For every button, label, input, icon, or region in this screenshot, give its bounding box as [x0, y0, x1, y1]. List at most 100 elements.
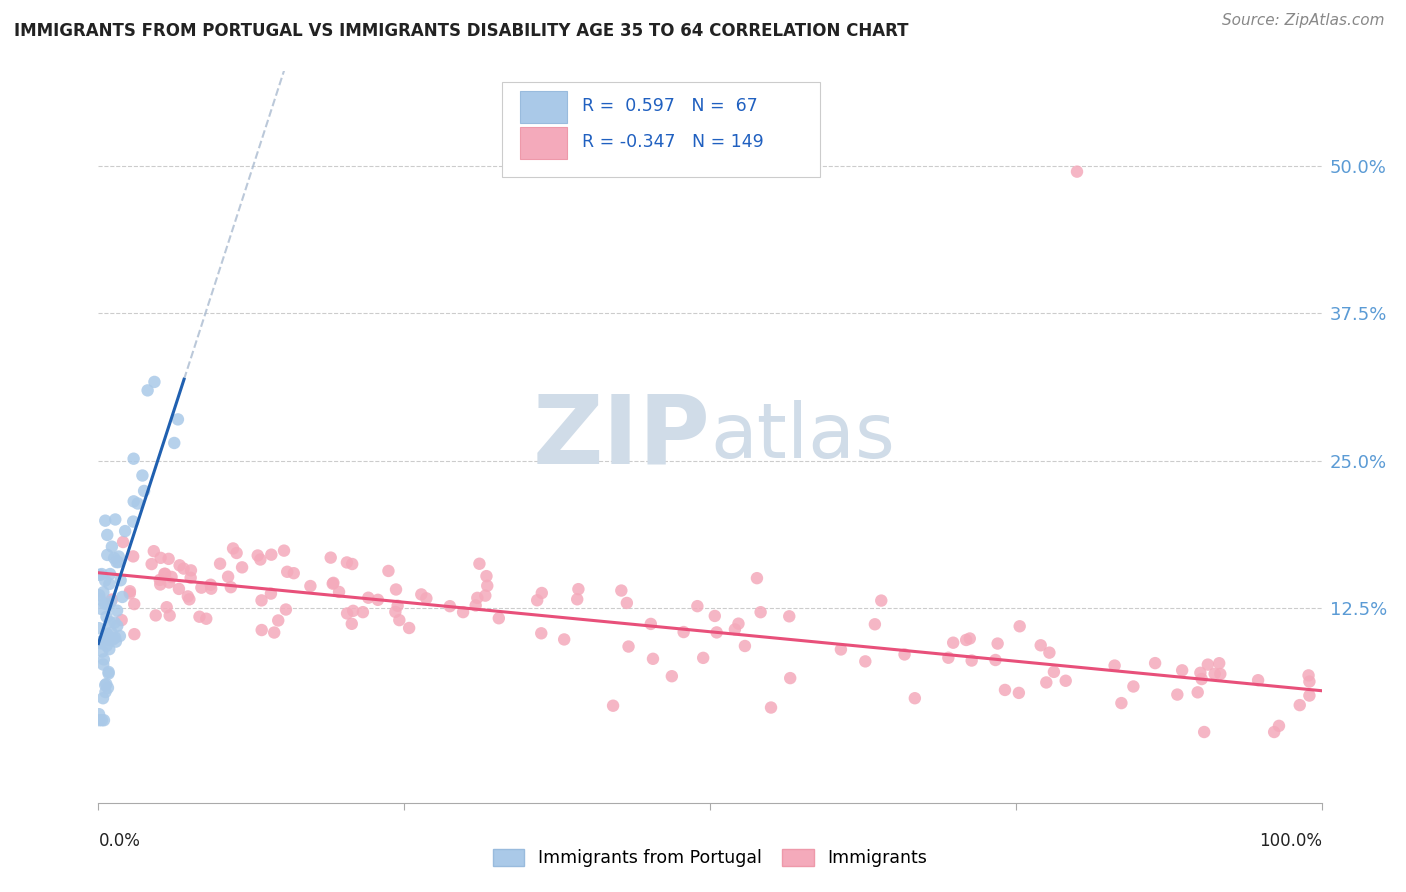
Point	[398, 621, 420, 635]
Point	[274, 602, 297, 616]
Point	[960, 654, 983, 668]
Point	[388, 613, 411, 627]
Point	[955, 632, 977, 647]
Point	[222, 541, 245, 556]
Point	[96, 528, 118, 542]
Point	[90, 602, 112, 616]
Point	[267, 614, 290, 628]
Point	[94, 514, 117, 528]
Point	[367, 592, 389, 607]
Point	[1054, 673, 1077, 688]
Point	[89, 636, 111, 650]
Point	[1268, 719, 1291, 733]
Point	[131, 468, 153, 483]
Point	[984, 653, 1007, 667]
Point	[567, 592, 589, 607]
Point	[987, 636, 1010, 650]
Point	[89, 592, 111, 607]
Point	[159, 608, 181, 623]
Point	[530, 626, 553, 640]
Point	[1171, 663, 1194, 677]
Text: 0.0%: 0.0%	[98, 832, 141, 850]
Point	[686, 599, 709, 614]
Point	[225, 546, 247, 560]
Point	[104, 615, 127, 630]
Point	[1029, 638, 1052, 652]
Point	[91, 713, 114, 727]
Point	[217, 570, 239, 584]
Point	[672, 625, 695, 640]
Point	[157, 575, 180, 590]
Point	[180, 571, 202, 585]
Point	[530, 586, 553, 600]
Point	[96, 609, 118, 624]
Point	[724, 623, 747, 637]
Point	[93, 585, 115, 599]
Point	[91, 644, 114, 658]
Point	[1192, 725, 1215, 739]
Point	[167, 412, 190, 426]
Point	[100, 626, 122, 640]
Point	[734, 639, 756, 653]
Point	[167, 582, 190, 596]
Point	[145, 608, 167, 623]
Point	[464, 599, 486, 613]
Point	[377, 564, 399, 578]
Point	[160, 570, 183, 584]
Point	[93, 713, 115, 727]
Point	[111, 613, 134, 627]
FancyBboxPatch shape	[502, 82, 820, 178]
Point	[526, 593, 548, 607]
Point	[98, 577, 121, 591]
Point	[101, 540, 124, 554]
Point	[468, 557, 491, 571]
Point	[136, 384, 159, 398]
Point	[89, 588, 111, 602]
Point	[180, 563, 202, 577]
Point	[149, 577, 172, 591]
Point	[111, 590, 134, 604]
Point	[1122, 680, 1144, 694]
Point	[90, 567, 112, 582]
Point	[96, 677, 118, 691]
Point	[118, 586, 141, 600]
Point	[959, 632, 981, 646]
Point	[96, 627, 118, 641]
Point	[336, 607, 359, 621]
Point	[703, 609, 725, 624]
Point	[124, 627, 146, 641]
Point	[1043, 665, 1066, 679]
Point	[870, 593, 893, 607]
Point	[1066, 164, 1088, 178]
Point	[640, 616, 662, 631]
Point	[853, 654, 876, 668]
Point	[778, 609, 800, 624]
Point	[938, 650, 960, 665]
Point	[96, 632, 118, 646]
Point	[104, 634, 127, 648]
Point	[553, 632, 575, 647]
Text: R = -0.347   N = 149: R = -0.347 N = 149	[582, 133, 763, 152]
Point	[1298, 668, 1320, 682]
Point	[114, 524, 136, 538]
Point	[904, 691, 927, 706]
Point	[96, 548, 118, 562]
Point	[89, 635, 111, 649]
Point	[273, 543, 295, 558]
Point	[122, 494, 145, 508]
Point	[149, 573, 172, 587]
Point	[200, 582, 222, 596]
Point	[1263, 725, 1285, 739]
Point	[322, 575, 344, 590]
Point	[1111, 696, 1133, 710]
Point	[246, 549, 269, 563]
Text: Source: ZipAtlas.com: Source: ZipAtlas.com	[1222, 13, 1385, 29]
Point	[340, 557, 363, 571]
Point	[322, 576, 344, 591]
Point	[94, 685, 117, 699]
Point	[475, 569, 498, 583]
Point	[96, 639, 118, 653]
Point	[105, 604, 128, 618]
Point	[97, 681, 120, 695]
Point	[98, 642, 121, 657]
